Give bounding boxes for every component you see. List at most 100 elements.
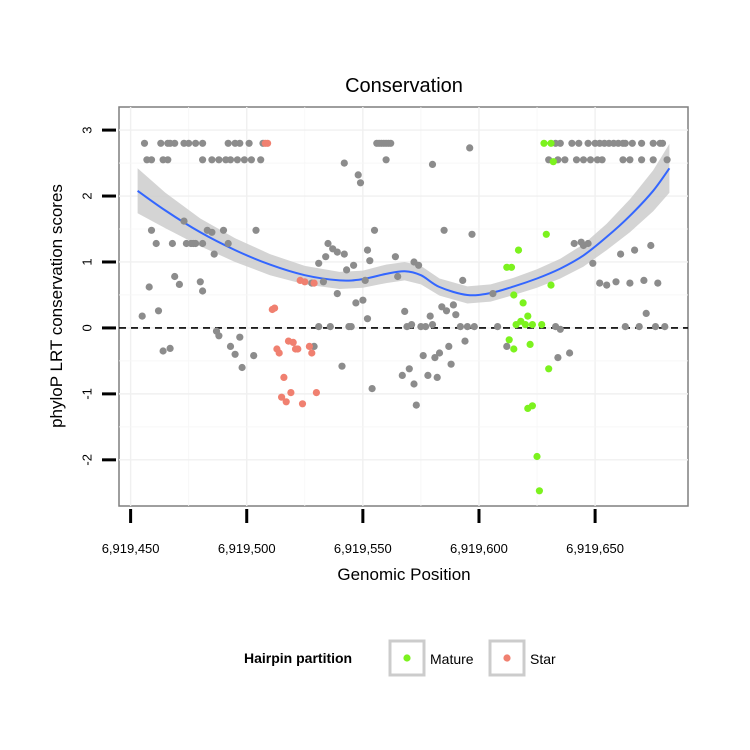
point-other (387, 139, 395, 147)
confidence-band-layer (137, 143, 670, 304)
point-other (561, 156, 569, 164)
point-other (175, 280, 183, 288)
x-tick-label: 6,919,600 (450, 541, 508, 556)
point-other (333, 290, 341, 298)
point-other (215, 156, 223, 164)
point-other (415, 261, 423, 269)
trend-line-layer (137, 167, 671, 297)
point-other (347, 323, 355, 331)
point-other (147, 226, 156, 234)
point-mature (549, 158, 557, 166)
point-other (428, 321, 437, 329)
point-mature (521, 321, 530, 329)
point-other (447, 360, 455, 368)
y-tick-label: 2 (80, 192, 95, 199)
point-other (635, 323, 643, 331)
point-star (310, 279, 318, 287)
point-other (568, 139, 576, 147)
y-tick-label: 0 (80, 324, 95, 331)
point-other (456, 323, 464, 331)
point-other (363, 246, 372, 254)
point-other (231, 350, 239, 358)
point-other (192, 239, 200, 248)
point-other (572, 156, 581, 164)
point-mature (528, 321, 537, 329)
point-other (315, 323, 323, 331)
point-other (424, 371, 432, 379)
point-other (612, 278, 620, 286)
point-other (366, 257, 374, 265)
point-mature (524, 312, 532, 320)
point-star (301, 278, 309, 286)
point-other (452, 311, 460, 319)
x-tick-label: 6,919,550 (334, 541, 392, 556)
point-other (340, 250, 348, 258)
point-other (343, 266, 351, 274)
point-other (166, 344, 174, 352)
point-other (566, 349, 574, 357)
point-other (354, 171, 362, 179)
point-other (503, 342, 511, 350)
point-other (247, 156, 255, 164)
point-other (356, 179, 365, 187)
point-other (199, 239, 207, 248)
point-other (468, 230, 476, 238)
point-other (140, 139, 149, 147)
point-other (410, 380, 418, 388)
point-other (233, 156, 241, 164)
legend-label-mature: Mature (430, 651, 474, 667)
point-mature (514, 246, 523, 254)
point-other (584, 239, 592, 248)
y-tick-label: 1 (80, 258, 95, 265)
y-tick-label: -1 (80, 388, 95, 400)
x-tick-label: 6,919,450 (102, 541, 160, 556)
point-mature (528, 402, 537, 410)
point-other (435, 349, 444, 357)
point-other (157, 139, 165, 147)
point-other (589, 259, 597, 267)
point-other (440, 226, 448, 234)
point-other (236, 333, 244, 341)
point-other (257, 156, 265, 164)
point-other (626, 279, 634, 287)
point-other (617, 250, 625, 258)
point-other (199, 156, 207, 164)
point-other (147, 156, 156, 164)
legend-label-star: Star (530, 651, 556, 667)
point-other (219, 226, 228, 234)
point-star (308, 349, 316, 357)
point-mature (507, 263, 516, 271)
point-other (185, 139, 193, 147)
point-other (226, 156, 235, 164)
point-other (642, 309, 650, 317)
point-other (584, 139, 592, 147)
point-other (631, 246, 639, 254)
point-other (426, 312, 434, 320)
point-other (586, 156, 595, 164)
point-other (651, 323, 660, 331)
point-other (361, 276, 369, 284)
point-other (598, 156, 606, 164)
point-star (312, 389, 320, 397)
point-other (154, 307, 163, 315)
point-other (638, 156, 646, 164)
point-other (171, 272, 179, 281)
point-other (180, 217, 188, 225)
point-other (210, 250, 218, 258)
point-star (280, 373, 288, 381)
point-other (322, 253, 330, 261)
point-other (171, 139, 179, 147)
point-other (315, 259, 323, 267)
point-other (159, 347, 167, 355)
chart-title: Conservation (345, 75, 463, 97)
point-other (215, 332, 223, 340)
point-other (168, 239, 176, 248)
y-axis-label: phyloP LRT conservation scores (47, 184, 66, 428)
point-other (554, 354, 562, 362)
point-star (305, 342, 313, 350)
point-other (359, 296, 367, 304)
point-star (287, 389, 295, 397)
point-star (282, 398, 290, 406)
point-mature (519, 299, 527, 307)
point-other (494, 323, 502, 331)
